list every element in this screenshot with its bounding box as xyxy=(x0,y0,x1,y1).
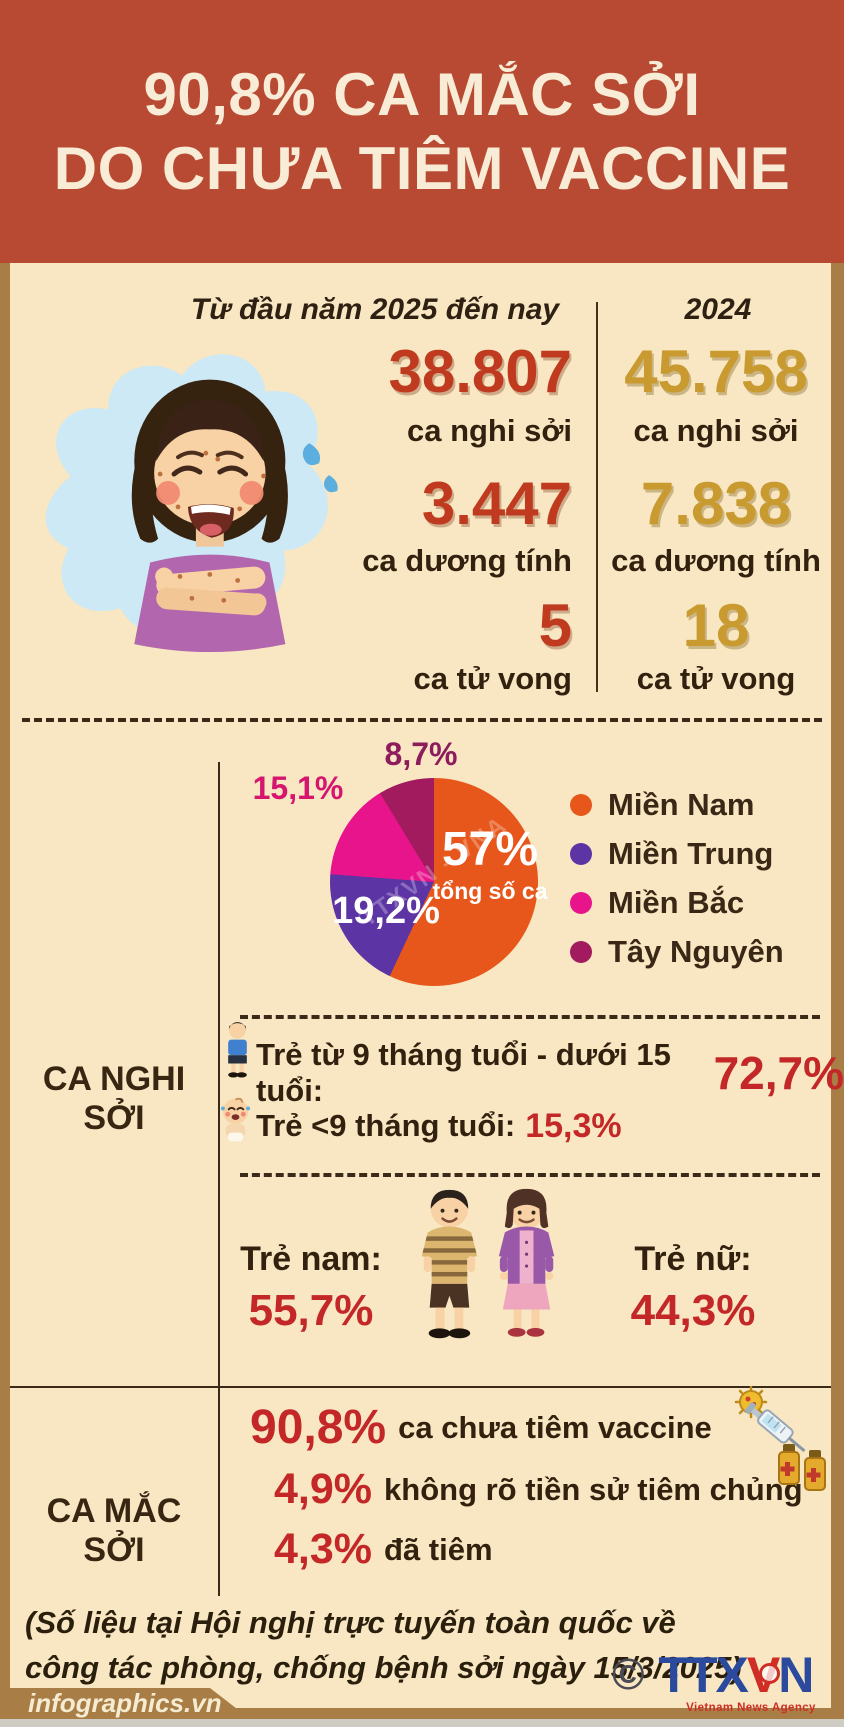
age-stat-row-9m-15y: Trẻ từ 9 tháng tuổi - dưới 15 tuổi: 72,7… xyxy=(256,1037,844,1109)
confirmed-row-vaccinated: 4,3% đã tiêm xyxy=(274,1528,493,1571)
logo-n: N xyxy=(778,1647,814,1703)
legend-dot-central xyxy=(570,842,592,865)
stat-2025-deaths-value: 5 xyxy=(538,592,572,659)
page-title-line-1: 90,8% CA MẮC SỞI xyxy=(143,60,701,128)
female-value: 44,3% xyxy=(630,1286,756,1335)
section-label-suspected: CA NGHI SỞI xyxy=(42,1060,186,1137)
stat-2024-deaths-value: 18 xyxy=(682,592,750,659)
pie-slice-label-north: 15,1% xyxy=(252,770,344,806)
age-stat-value: 15,3% xyxy=(525,1107,622,1145)
male-label: Trẻ nam: xyxy=(240,1240,382,1278)
confirmed-text: ca chưa tiêm vaccine xyxy=(398,1410,712,1445)
brand-name: infographics.vn xyxy=(28,1688,222,1718)
confirmed-row-unknown-history: 4,9% không rõ tiền sử tiêm chủng xyxy=(274,1468,803,1511)
confirmed-row-unvaccinated: 90,8% ca chưa tiêm vaccine xyxy=(250,1404,712,1452)
confirmed-value: 90,8% xyxy=(250,1401,387,1454)
source-note: (Số liệu tại Hội nghị trực tuyến toàn qu… xyxy=(25,1600,742,1690)
stat-2024-positive-value: 7.838 xyxy=(640,470,792,537)
age-stat-text: Trẻ từ 9 tháng tuổi - dưới 15 tuổi: xyxy=(256,1037,671,1108)
legend-row-south: Miền Nam xyxy=(570,780,784,829)
pie-legend: Miền Nam Miền Trung Miền Bắc Tây Nguyên xyxy=(570,780,784,976)
legend-dot-south xyxy=(570,793,592,816)
ttxvn-wordmark: TTXVN xyxy=(658,1647,814,1703)
copyright-symbol: © xyxy=(612,1650,645,1699)
dashed-divider xyxy=(22,718,822,722)
stat-2024-positive-label: ca dương tính xyxy=(611,543,821,578)
source-note-line-2: công tác phòng, chống bệnh sởi ngày 15/3… xyxy=(25,1650,742,1685)
year-column-divider xyxy=(596,302,598,692)
age-stat-text: Trẻ <9 tháng tuổi: xyxy=(256,1108,516,1143)
header: 90,8% CA MẮC SỞI DO CHƯA TIÊM VACCINE xyxy=(0,0,844,263)
legend-row-central: Miền Trung xyxy=(570,829,784,878)
section-vertical-line xyxy=(218,762,220,1386)
legend-label-central: Miền Trung xyxy=(608,835,774,871)
logo-ttx: TTX xyxy=(658,1647,748,1703)
female-label: Trẻ nữ: xyxy=(634,1240,752,1278)
male-value: 55,7% xyxy=(248,1286,374,1335)
legend-row-highlands: Tây Nguyên xyxy=(570,927,784,976)
age-stat-value: 72,7% xyxy=(713,1047,844,1099)
legend-dot-highlands xyxy=(570,940,592,963)
baby-icon xyxy=(220,1097,251,1142)
pie-slice-label-south: 57% xyxy=(441,823,539,876)
confirmed-text: đã tiêm xyxy=(384,1531,493,1567)
confirmed-value: 4,9% xyxy=(274,1465,373,1513)
ttxvn-logo: © TTXVN xyxy=(612,1647,814,1703)
page-title-line-2: DO CHƯA TIÊM VACCINE xyxy=(53,134,791,202)
legend-label-north: Miền Bắc xyxy=(608,884,745,920)
brand-ribbon: infographics.vn xyxy=(0,1688,250,1719)
age-stat-row-under-9m: Trẻ <9 tháng tuổi: 15,3% xyxy=(256,1108,622,1144)
confirmed-value: 4,3% xyxy=(274,1525,373,1573)
legend-row-north: Miền Bắc xyxy=(570,878,784,927)
syringe-vaccine-icon xyxy=(734,1386,826,1491)
dashed-divider xyxy=(240,1173,820,1177)
legend-label-south: Miền Nam xyxy=(608,786,755,822)
legend-dot-north xyxy=(570,891,592,914)
section-label-confirmed: CA MẮC SỞI xyxy=(46,1492,182,1569)
stat-2025-positive-value: 3.447 xyxy=(421,470,572,537)
pie-slice-label-central: 19,2% xyxy=(332,890,440,932)
section-divider-line xyxy=(10,1386,831,1388)
children-illustration xyxy=(421,1188,555,1339)
boy-icon xyxy=(228,1022,247,1078)
section-vertical-line xyxy=(218,1388,220,1596)
confirmed-text: không rõ tiền sử tiêm chủng xyxy=(384,1471,803,1507)
legend-label-highlands: Tây Nguyên xyxy=(608,933,784,969)
stat-2024-suspected-label: ca nghi sởi xyxy=(633,413,799,448)
stat-2024-suspected-value: 45.758 xyxy=(624,338,808,405)
crying-girl-illustration xyxy=(45,354,338,653)
pie-slice-label-highlands: 8,7% xyxy=(384,736,458,772)
pie-center-note: tổng số ca xyxy=(432,878,548,904)
agency-subtitle: Vietnam News Agency xyxy=(686,1702,816,1714)
source-note-line-1: (Số liệu tại Hội nghị trực tuyến toàn qu… xyxy=(25,1605,676,1640)
stat-2025-suspected-value: 38.807 xyxy=(388,338,572,405)
globe-icon xyxy=(759,1663,781,1684)
column-heading-2025: Từ đầu năm 2025 đến nay xyxy=(190,293,560,326)
column-heading-2024: 2024 xyxy=(684,293,752,326)
stat-2025-suspected-label: ca nghi sởi xyxy=(406,413,572,448)
pie-chart xyxy=(330,778,538,986)
dashed-divider xyxy=(240,1015,820,1019)
stat-2025-deaths-label: ca tử vong xyxy=(413,661,572,696)
stat-2025-positive-label: ca dương tính xyxy=(362,543,572,578)
stat-2024-deaths-label: ca tử vong xyxy=(636,661,796,696)
